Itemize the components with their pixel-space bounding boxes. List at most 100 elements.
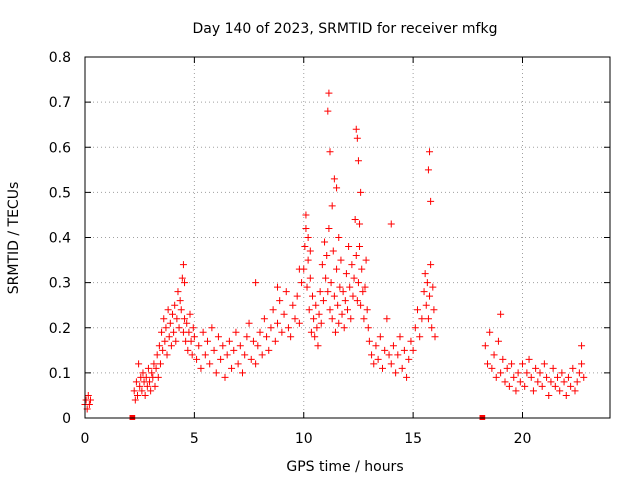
data-point (418, 315, 426, 323)
data-point (510, 373, 518, 381)
data-point (354, 279, 362, 287)
data-point (333, 265, 341, 273)
data-point (540, 360, 548, 368)
data-point (335, 319, 343, 327)
data-point (132, 378, 140, 386)
data-point (329, 247, 337, 255)
data-point (347, 315, 355, 323)
data-point (409, 346, 417, 354)
data-point (392, 369, 400, 377)
data-point (247, 355, 255, 363)
data-point (422, 301, 430, 309)
data-point (379, 364, 386, 372)
data-point (214, 333, 222, 341)
data-point (312, 301, 320, 309)
data-point (85, 400, 93, 408)
data-point (370, 360, 378, 368)
data-point (554, 373, 561, 381)
data-point (307, 328, 315, 336)
data-point (354, 157, 362, 165)
data-point (490, 351, 498, 359)
data-point (394, 351, 402, 359)
data-point (174, 288, 182, 296)
data-point (316, 288, 324, 296)
y-tick-label: 0.4 (49, 231, 71, 247)
data-point (313, 324, 321, 332)
data-point (387, 360, 395, 368)
data-point (400, 346, 408, 354)
data-point (356, 220, 364, 228)
data-point (342, 270, 350, 278)
data-point (398, 364, 406, 372)
data-point (131, 396, 139, 404)
data-point (325, 89, 333, 97)
data-point (230, 346, 238, 354)
data-point (153, 351, 161, 359)
data-point (358, 265, 366, 273)
x-axis-label: GPS time / hours (286, 459, 403, 475)
data-point (228, 364, 236, 372)
x-tick-label: 20 (514, 431, 532, 447)
data-point (558, 369, 566, 377)
data-point (181, 279, 189, 287)
data-point (306, 247, 314, 255)
data-point (543, 373, 551, 381)
data-point (527, 373, 535, 381)
data-point (243, 333, 251, 341)
data-point (206, 360, 214, 368)
data-point (84, 391, 92, 399)
data-point (282, 288, 290, 296)
data-point (361, 283, 369, 291)
data-point (327, 279, 335, 287)
data-point (267, 324, 275, 332)
data-point (341, 297, 349, 305)
data-point (352, 125, 360, 133)
data-point (385, 351, 393, 359)
data-point (260, 315, 268, 323)
data-point (334, 301, 342, 309)
data-point (503, 364, 511, 372)
data-point (201, 351, 209, 359)
data-point (580, 373, 588, 381)
data-point (150, 360, 158, 368)
data-point (317, 319, 325, 327)
data-point (349, 292, 357, 300)
data-point (521, 382, 529, 390)
x-tick-label: 0 (81, 431, 90, 447)
data-point (330, 175, 338, 183)
data-point (421, 270, 429, 278)
data-point (426, 292, 434, 300)
data-point (304, 234, 312, 241)
data-point (345, 243, 353, 251)
data-point (426, 148, 434, 156)
data-point (221, 373, 229, 381)
data-point (532, 364, 540, 372)
data-point (427, 197, 435, 205)
x-tick-label: 5 (190, 431, 199, 447)
data-point (252, 360, 260, 368)
data-point (278, 328, 286, 336)
data-point (547, 378, 555, 386)
data-point (431, 333, 439, 341)
data-points (81, 89, 588, 420)
data-point (155, 342, 163, 350)
data-point (271, 337, 279, 345)
data-point (239, 369, 246, 377)
data-point (428, 324, 436, 332)
data-point (486, 328, 494, 336)
data-point (326, 148, 334, 156)
data-point (516, 378, 524, 386)
data-point (178, 274, 186, 282)
data-point (356, 243, 364, 251)
data-point (249, 337, 257, 345)
axis-ticks: 0 5 10 15 20 0 0.1 0.2 0.3 0.4 0.5 0.6 0.7 0.8 (49, 50, 610, 447)
y-tick-label: 0.5 (49, 185, 71, 201)
data-point (326, 306, 334, 314)
data-point (351, 215, 359, 223)
data-point (333, 184, 341, 192)
data-point (538, 382, 546, 390)
data-point (154, 373, 162, 381)
data-point (177, 306, 185, 314)
data-point (210, 346, 218, 354)
data-point (139, 369, 147, 377)
